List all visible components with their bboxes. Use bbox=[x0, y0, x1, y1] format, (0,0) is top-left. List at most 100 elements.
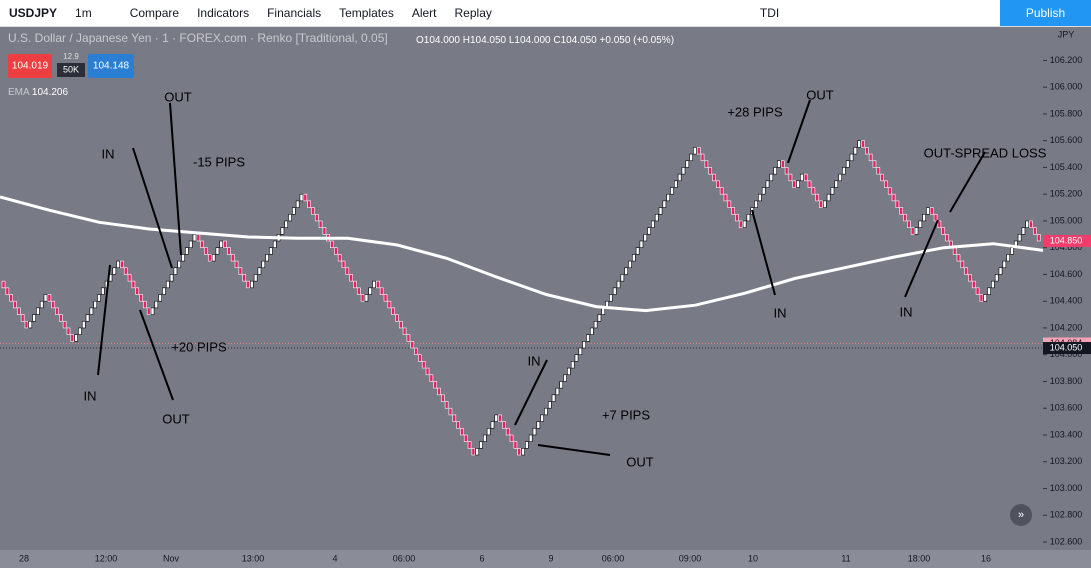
brick-up bbox=[112, 267, 117, 275]
brick-down bbox=[51, 300, 56, 309]
brick-up bbox=[842, 167, 846, 175]
compare[interactable]: Compare bbox=[129, 6, 180, 20]
publish-button[interactable]: Publish bbox=[1000, 0, 1091, 26]
brick-up bbox=[74, 334, 78, 342]
alert[interactable]: Alert bbox=[411, 6, 437, 20]
brick-down bbox=[406, 334, 411, 342]
indicators[interactable]: Indicators bbox=[197, 6, 250, 20]
brick-up bbox=[486, 427, 491, 436]
brick-down bbox=[861, 140, 865, 148]
brick-up bbox=[987, 287, 991, 295]
ema-name: EMA bbox=[8, 87, 30, 98]
brick-down bbox=[421, 361, 426, 369]
brick-up bbox=[169, 274, 174, 282]
interval[interactable]: 1m bbox=[75, 6, 92, 20]
y-tick-label: 105.400 bbox=[1050, 162, 1083, 172]
brick-down bbox=[884, 180, 888, 188]
brick-down bbox=[70, 334, 75, 342]
brick-up bbox=[830, 187, 835, 195]
brick-up bbox=[761, 187, 766, 195]
brick-down bbox=[24, 320, 29, 329]
brick-down bbox=[463, 434, 468, 442]
annotation-line bbox=[132, 147, 173, 269]
symbol[interactable]: USDJPY bbox=[9, 6, 58, 20]
annotation: IN bbox=[774, 305, 787, 320]
brick-up bbox=[635, 247, 640, 255]
brick-down bbox=[238, 267, 243, 275]
brick-down bbox=[460, 427, 464, 436]
brick-up bbox=[280, 227, 285, 235]
y-tick-label: 102.800 bbox=[1050, 510, 1083, 520]
y-tick-label: 105.000 bbox=[1050, 215, 1083, 225]
brick-up bbox=[822, 200, 827, 208]
brick-up bbox=[643, 234, 648, 242]
brick-down bbox=[379, 287, 384, 295]
layout[interactable]: TDI bbox=[759, 6, 780, 20]
brick-up bbox=[490, 421, 495, 429]
brick-down bbox=[719, 187, 724, 195]
brick-down bbox=[716, 180, 720, 188]
plot: 102.600 102.800 103.000 103.200 103.400 103.6… bbox=[0, 55, 1083, 563]
brick-up bbox=[551, 394, 556, 402]
brick-down bbox=[303, 193, 308, 202]
brick-up bbox=[215, 247, 220, 255]
sell-box[interactable] bbox=[8, 54, 52, 78]
brick-down bbox=[334, 247, 338, 255]
financials[interactable]: Financials bbox=[267, 6, 322, 20]
brick-down bbox=[696, 147, 701, 155]
brick-down bbox=[234, 260, 239, 269]
spread: 12.9 bbox=[63, 52, 79, 61]
brick-up bbox=[43, 294, 48, 302]
y-tick-label: 104.600 bbox=[1050, 269, 1083, 279]
brick-down bbox=[120, 260, 124, 269]
brick-down bbox=[1033, 227, 1037, 235]
brick-up bbox=[563, 374, 567, 382]
brick-up bbox=[257, 267, 262, 275]
brick-up bbox=[857, 140, 862, 148]
x-tick-label: 6 bbox=[479, 553, 484, 563]
brick-down bbox=[440, 394, 445, 402]
brick-up bbox=[162, 287, 166, 295]
y-tick-label: 103.400 bbox=[1050, 429, 1083, 439]
templates[interactable]: Templates bbox=[339, 6, 394, 20]
time-axis-bg bbox=[0, 550, 1091, 568]
brick-down bbox=[9, 294, 13, 302]
replay[interactable]: Replay bbox=[454, 6, 492, 20]
legend-title: U.S. Dollar / Japanese Yen · 1 · FOREX.c… bbox=[8, 31, 388, 45]
brick-down bbox=[437, 387, 441, 396]
annotation-line bbox=[537, 444, 611, 456]
brick-down bbox=[146, 307, 151, 315]
scroll-button[interactable] bbox=[1010, 504, 1032, 526]
annotation-line bbox=[139, 309, 174, 401]
brick-up bbox=[624, 267, 628, 275]
brick-down bbox=[910, 227, 915, 235]
brick-up bbox=[158, 294, 162, 302]
brick-up bbox=[639, 240, 644, 249]
annotation: OUT bbox=[162, 411, 190, 426]
buy-box[interactable] bbox=[88, 54, 134, 78]
brick-up bbox=[593, 320, 598, 329]
brick-up bbox=[540, 414, 544, 422]
brick-down bbox=[429, 374, 434, 382]
brick-up bbox=[758, 193, 762, 202]
change: +0.050 (+0.05%) bbox=[600, 35, 675, 46]
brick-down bbox=[395, 314, 399, 322]
sell: 104.019 bbox=[12, 61, 49, 72]
brick-down bbox=[402, 327, 407, 335]
brick-up bbox=[89, 307, 94, 315]
brick-down bbox=[960, 260, 965, 269]
brick-up bbox=[998, 267, 1003, 275]
brick-up bbox=[559, 381, 564, 389]
brick-down bbox=[383, 294, 388, 302]
brick-down bbox=[784, 167, 789, 175]
brick-up bbox=[78, 327, 82, 335]
ema-label: EMA 104.206 bbox=[8, 87, 68, 98]
high: H104.050 bbox=[463, 35, 507, 46]
brick-down bbox=[1029, 220, 1033, 228]
brick-down bbox=[509, 434, 514, 442]
brick-up bbox=[1010, 247, 1014, 255]
price-badge bbox=[1043, 342, 1091, 355]
brick-down bbox=[956, 254, 961, 262]
qty-box[interactable] bbox=[57, 63, 85, 77]
